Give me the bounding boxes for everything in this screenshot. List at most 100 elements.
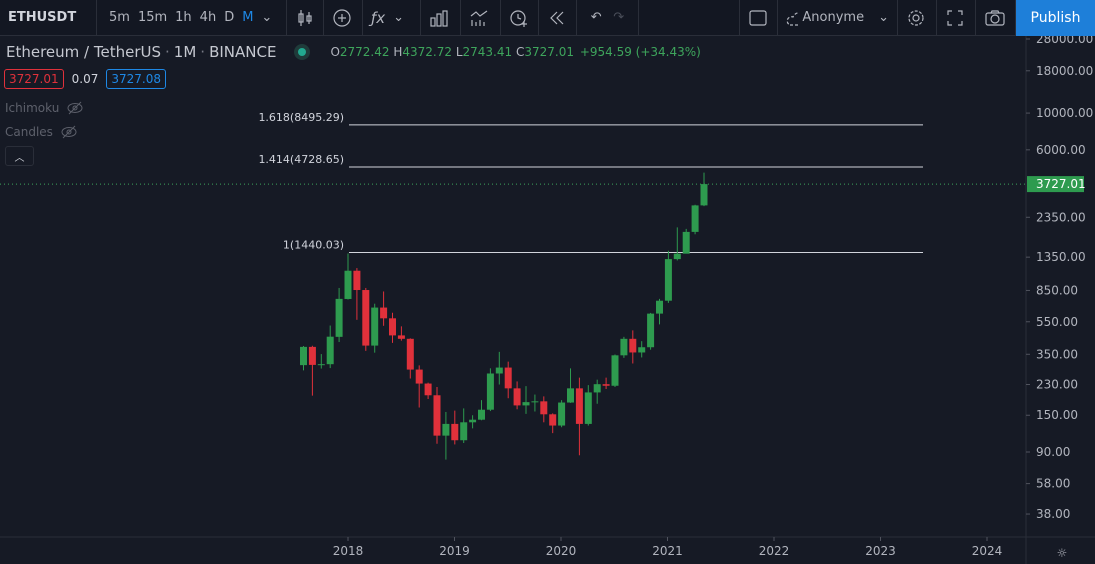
fib-level-label: 1(1440.03) — [283, 239, 344, 252]
candle-body — [691, 205, 699, 232]
candle-body — [513, 388, 521, 406]
x-tick-label: 2024 — [972, 544, 1003, 558]
candle-body — [308, 346, 316, 365]
function-icon[interactable]: ƒx ⌄ — [363, 0, 421, 36]
y-tick-label: 150.00 — [1036, 408, 1078, 422]
trade-buttons: 3727.01 0.07 3727.08 — [4, 69, 166, 89]
candle-body — [567, 388, 574, 403]
last-price-label: 3727.01 — [1036, 177, 1086, 191]
square-icon[interactable] — [739, 0, 778, 36]
x-tick-label: 2021 — [652, 544, 683, 558]
symbol-title: Ethereum / TetherUS — [6, 43, 161, 61]
candle-body — [433, 395, 441, 436]
candle-body — [371, 307, 379, 346]
candle-body — [380, 307, 388, 319]
y-tick-label: 18000.00 — [1036, 64, 1093, 78]
indicator-candles[interactable]: Candles — [5, 125, 77, 139]
market-status-icon — [294, 44, 311, 60]
candle-body — [362, 290, 370, 346]
candle-body — [353, 270, 361, 291]
candle-body — [656, 300, 663, 314]
cloud-icon — [786, 11, 799, 26]
undo-icon[interactable]: ↶ — [590, 10, 602, 25]
candle-body — [620, 338, 628, 356]
symbol-legend: Ethereum / TetherUS · 1M · BINANCE O2772… — [6, 43, 701, 61]
candle-body — [335, 298, 343, 337]
candle-body — [415, 369, 423, 384]
symbol-label: ETHUSDT — [8, 10, 77, 25]
y-tick-label: 90.00 — [1036, 445, 1070, 459]
candle-body — [522, 402, 530, 406]
undo-redo: ↶ ↷ — [577, 0, 639, 36]
candle-body — [424, 383, 432, 396]
interval-5m[interactable]: 5m — [109, 10, 130, 25]
y-tick-label: 1350.00 — [1036, 250, 1086, 264]
candle-body — [397, 335, 405, 339]
candle-body — [549, 414, 557, 426]
candle-body — [638, 347, 646, 353]
candle-body — [326, 336, 334, 365]
candle-body — [593, 384, 601, 393]
y-tick-label: 2350.00 — [1036, 210, 1086, 224]
fib-level-label: 1.618(8495.29) — [258, 111, 344, 124]
x-tick-label: 2018 — [333, 544, 364, 558]
x-tick-label: 2020 — [546, 544, 577, 558]
y-tick-label: 350.00 — [1036, 347, 1078, 361]
candle-body — [300, 346, 307, 366]
interval-4h[interactable]: 4h — [199, 10, 217, 25]
bar-chart-icon[interactable] — [421, 0, 461, 36]
y-tick-label: 38.00 — [1036, 507, 1070, 521]
y-tick-label: 230.00 — [1036, 377, 1078, 391]
buy-button[interactable]: 3727.08 — [106, 69, 166, 89]
chevron-down-icon[interactable]: ⌄ — [261, 10, 273, 25]
candle-body — [495, 367, 503, 374]
publish-button[interactable]: Publish — [1016, 0, 1095, 36]
candle-body — [442, 423, 450, 436]
symbol-search[interactable]: ETHUSDT — [0, 0, 97, 36]
interval-m[interactable]: M — [242, 10, 254, 25]
eye-hidden-icon[interactable] — [67, 101, 83, 115]
candle-body — [540, 401, 548, 415]
redo-icon[interactable]: ↷ — [613, 10, 625, 25]
candle-body — [629, 338, 637, 353]
replay-icon[interactable] — [539, 0, 577, 36]
candle-body — [531, 401, 539, 403]
eye-hidden-icon[interactable] — [61, 125, 77, 139]
candle-body — [575, 388, 583, 424]
candle-body — [478, 409, 485, 420]
candle-body — [700, 184, 708, 206]
y-tick-label: 850.00 — [1036, 283, 1078, 297]
user-name: Anonyme — [802, 10, 865, 25]
indicator-ichimoku[interactable]: Ichimoku — [5, 101, 83, 115]
sell-button[interactable]: 3727.01 — [4, 69, 64, 89]
interval-d[interactable]: D — [224, 10, 235, 25]
alert-icon[interactable] — [501, 0, 539, 36]
interval-selector: 5m 15m 1h 4h D M ⌄ — [97, 0, 287, 36]
candle-body — [389, 318, 396, 336]
spread: 0.07 — [71, 72, 99, 86]
compare-icon[interactable] — [461, 0, 501, 36]
candle-body — [406, 338, 414, 370]
add-indicator-icon[interactable] — [324, 0, 363, 36]
candle-body — [673, 253, 681, 260]
price-change: +954.59 (+34.43%) — [579, 45, 701, 59]
interval-1h[interactable]: 1h — [175, 10, 192, 25]
interval-15m[interactable]: 15m — [137, 10, 168, 25]
candle-body — [682, 231, 690, 254]
collapse-legend-button[interactable]: ︿ — [5, 146, 34, 166]
candle-body — [486, 373, 494, 410]
gear-icon[interactable] — [898, 0, 937, 36]
ohlc-values: O2772.42 H4372.72 L2743.41 C3727.01 +954… — [330, 45, 701, 59]
user-menu[interactable]: Anonyme ⌄ — [778, 0, 898, 36]
candle-body — [602, 384, 610, 386]
candles-icon[interactable] — [287, 0, 324, 36]
candle-body — [664, 259, 672, 301]
y-tick-label: 58.00 — [1036, 477, 1070, 491]
candle-body — [451, 423, 459, 441]
camera-icon[interactable] — [976, 0, 1016, 36]
y-tick-label: 550.00 — [1036, 315, 1078, 329]
candle-body — [504, 367, 512, 389]
y-tick-label: 10000.00 — [1036, 106, 1093, 120]
fullscreen-icon[interactable] — [937, 0, 976, 36]
